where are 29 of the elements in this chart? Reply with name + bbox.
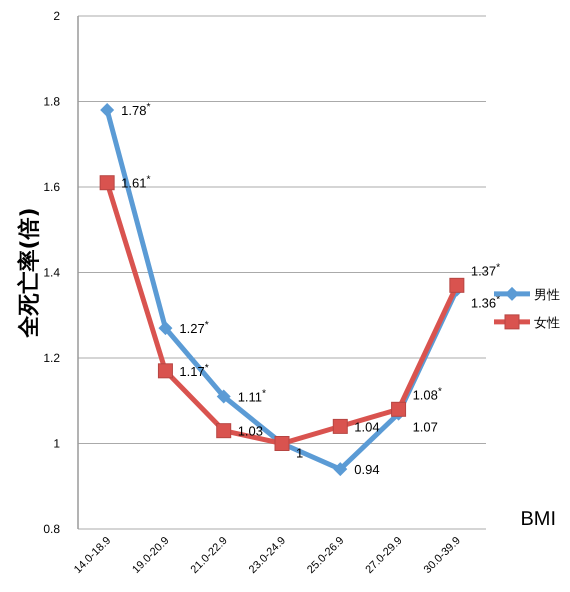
y-tick-label: 1.8 [43, 94, 60, 108]
legend-label: 女性 [534, 316, 560, 331]
data-label: 1.07 [412, 420, 438, 435]
y-tick-label: 2 [53, 9, 60, 23]
point [332, 418, 348, 434]
point [216, 423, 232, 438]
point [100, 103, 114, 118]
data-label: 1.11$^{*}$ [238, 388, 266, 404]
y-tick-label: 0.8 [43, 522, 60, 536]
y-axis-title: 全死亡率(倍) [16, 207, 42, 339]
point [333, 462, 348, 476]
data-label: 1.37$^{*}$ [470, 262, 500, 278]
point [391, 402, 406, 417]
data-label: 1.04 [354, 419, 380, 434]
data-label: 0.94 [354, 462, 380, 478]
y-tick-label: 1 [53, 436, 60, 450]
data-label: 1.78$^{*}$ [121, 102, 150, 118]
point [158, 321, 172, 336]
legend-label: 男性 [534, 288, 560, 303]
point [216, 389, 231, 404]
data-label: 1.27$^{*}$ [179, 320, 209, 336]
y-tick-label: 1.6 [43, 180, 60, 194]
point [158, 363, 173, 378]
x-axis-title: BMI [520, 508, 556, 530]
point [449, 278, 464, 293]
y-tick-label: 1.4 [43, 266, 60, 280]
point [100, 175, 115, 190]
y-tick-label: 1.2 [43, 351, 60, 365]
data-label: 1.08$^{*}$ [412, 386, 442, 402]
